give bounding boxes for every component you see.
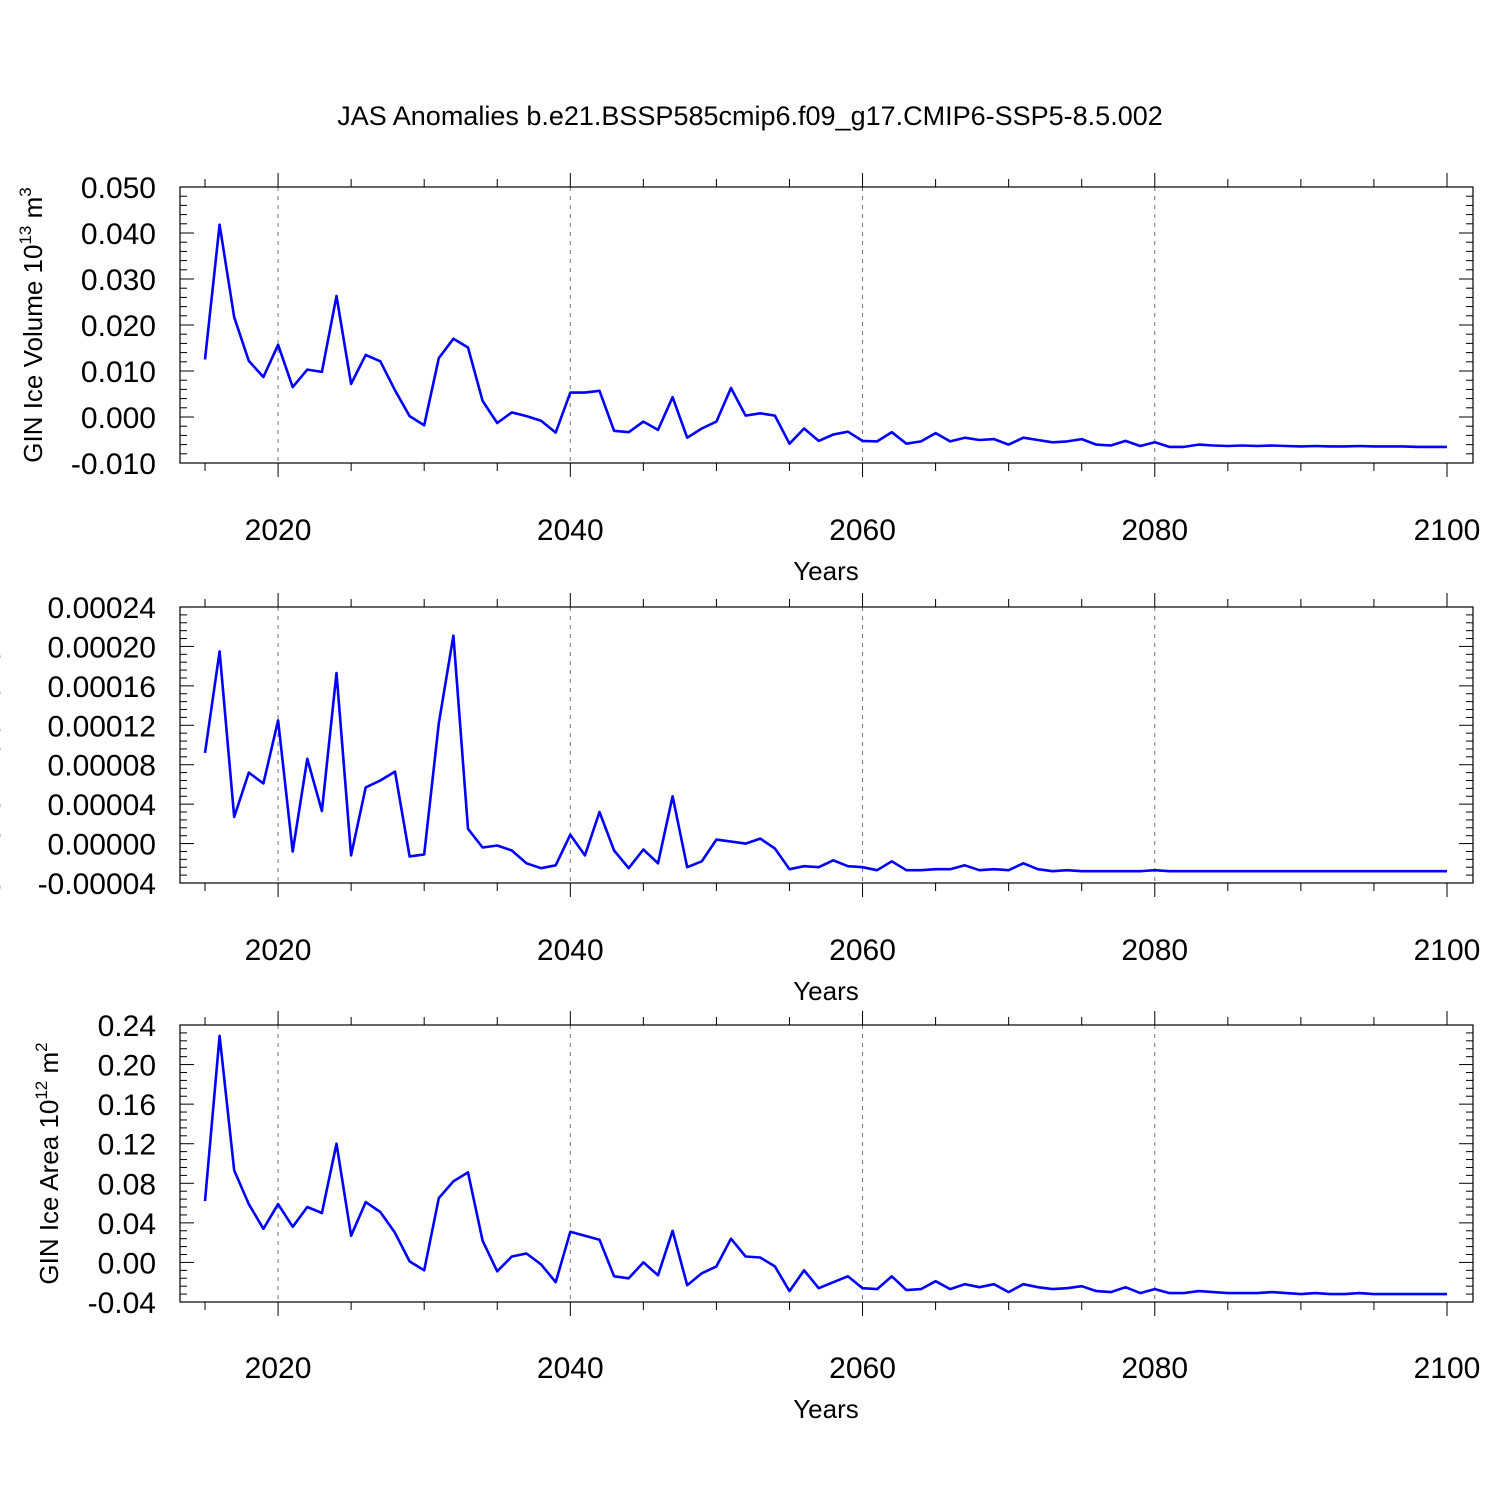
y-tick-label: 0.00008 [48,750,156,783]
y-tick-label: 0.050 [81,172,156,205]
plot-frame [179,606,1474,884]
chart-panel-3: -0.04 0.00 0.04 0.08 0.12 0.16 0.20 0.24 2020 204… [32,1010,1480,1424]
x-axis-title: Years [793,976,859,1006]
x-tick-label: 2100 [1414,1352,1481,1385]
x-tick-label: 2100 [1414,934,1481,967]
y-tick-label: -0.00004 [38,868,156,901]
series-line [203,223,1447,449]
y-tick-label: 0.00000 [48,829,156,862]
chart-panel-1: -0.010 0.000 0.010 0.020 0.030 0.040 0.050 2020… [16,172,1480,586]
y-tick-label: 0.00024 [48,592,156,625]
y-tick-label: 0.04 [98,1208,156,1241]
x-axis-title: Years [793,1394,859,1424]
y-tick-label: 0.000 [81,402,156,435]
figure-title: JAS Anomalies b.e21.BSSP585cmip6.f09_g17… [337,101,1163,131]
x-tick-label: 2060 [829,934,896,967]
x-tick-label: 2020 [245,514,312,547]
y-tick-label: 0.040 [81,218,156,251]
x-tick-label: 2080 [1121,1352,1188,1385]
x-tick-label: 2100 [1414,514,1481,547]
x-tick-label: 2020 [245,934,312,967]
x-tick-label: 2060 [829,1352,896,1385]
series-line [203,634,1447,873]
y-tick-label: 0.00016 [48,671,156,704]
y-axis-title: GIN Ice Area 1012 m2 [32,1042,64,1284]
x-tick-label: 2060 [829,514,896,547]
y-axis-title: GIN Snow Volume 1013 m3 [0,592,6,898]
y-tick-label: -0.010 [71,448,156,481]
y-tick-label: 0.030 [81,264,156,297]
x-tick-label: 2020 [245,1352,312,1385]
plot-frame [179,1024,1474,1303]
x-tick-label: 2080 [1121,514,1188,547]
series-line [203,1034,1447,1296]
y-tick-label: 0.20 [98,1050,156,1083]
y-tick-label: 0.16 [98,1089,156,1122]
y-tick-label: -0.04 [88,1287,156,1320]
chart-panel-2: -0.00004 0.00000 0.00004 0.00008 0.00012 0.00… [0,592,1480,1006]
y-tick-label: 0.08 [98,1168,156,1201]
y-tick-label: 0.00004 [48,789,156,822]
y-tick-label: 0.00 [98,1247,156,1280]
x-tick-label: 2040 [537,934,604,967]
y-tick-label: 0.24 [98,1010,156,1043]
y-tick-label: 0.12 [98,1129,156,1162]
y-tick-label: 0.010 [81,356,156,389]
x-tick-label: 2040 [537,514,604,547]
x-axis-title: Years [793,556,859,586]
y-tick-label: 0.00020 [48,631,156,664]
plot-frame [179,186,1474,464]
y-tick-label: 0.00012 [48,710,156,743]
panels: -0.010 0.000 0.010 0.020 0.030 0.040 0.050 2020… [0,172,1480,1424]
x-tick-label: 2040 [537,1352,604,1385]
y-axis-title: GIN Ice Volume 1013 m3 [16,187,48,463]
x-tick-label: 2080 [1121,934,1188,967]
y-tick-label: 0.020 [81,310,156,343]
